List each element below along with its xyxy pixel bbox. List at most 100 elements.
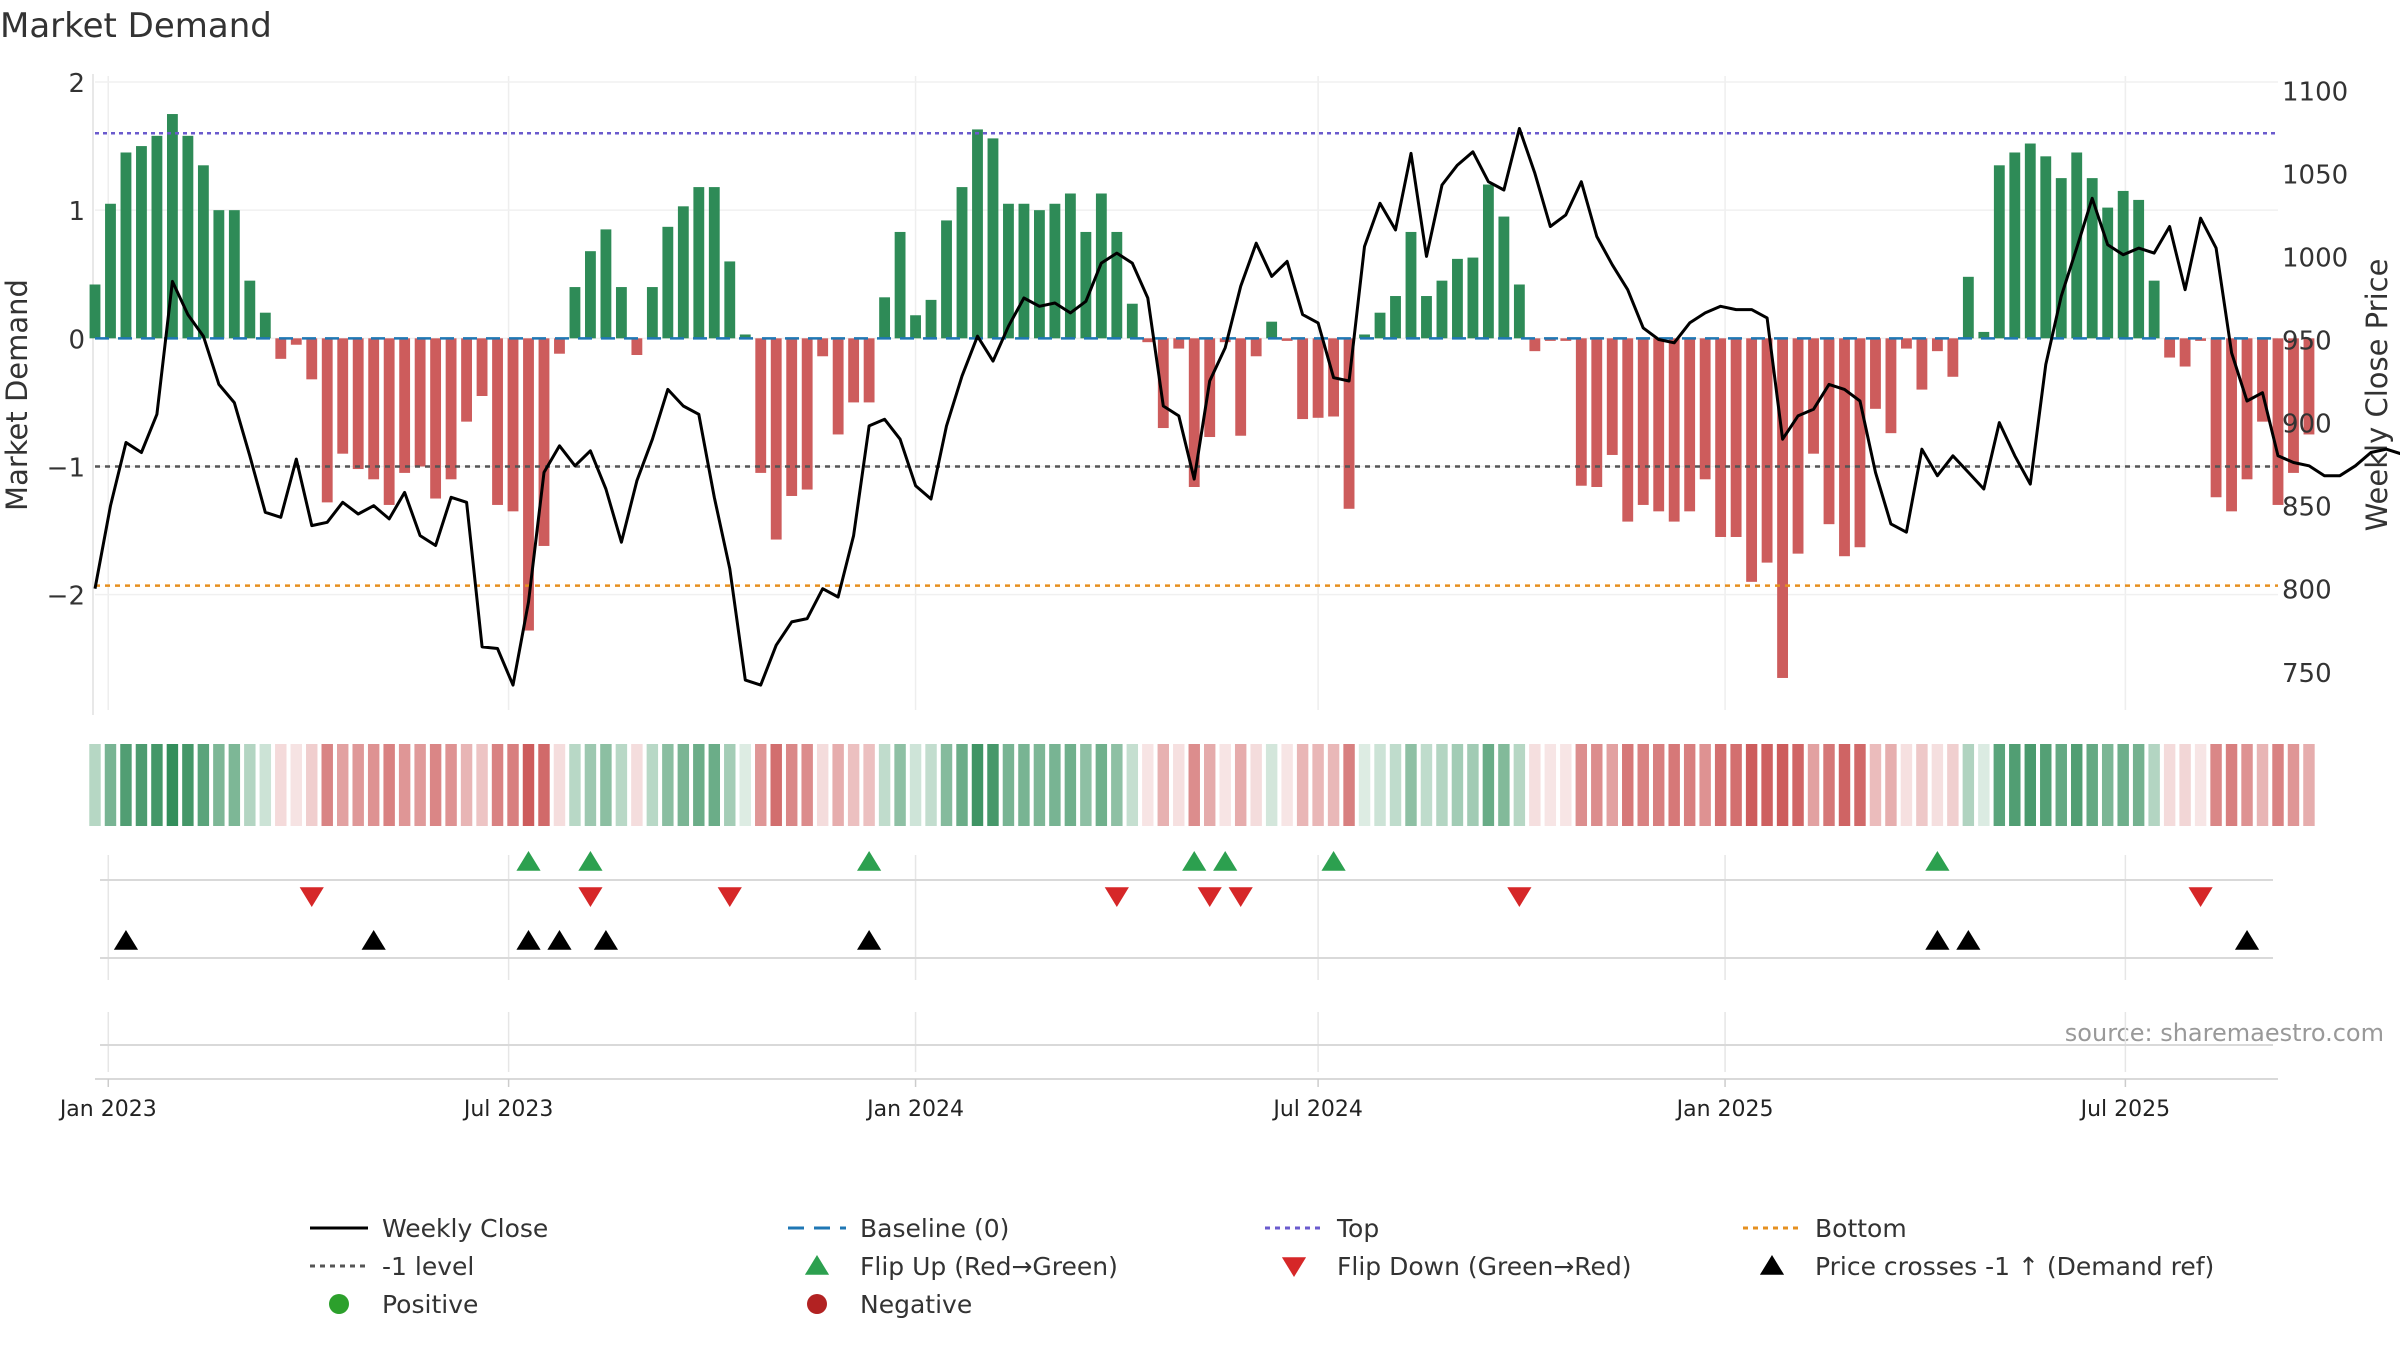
heat-strip-cell bbox=[2117, 744, 2129, 826]
demand-bar bbox=[2009, 152, 2021, 339]
demand-bar bbox=[2117, 190, 2129, 339]
demand-bar bbox=[972, 129, 983, 339]
y-right-tick-label: 1050 bbox=[2282, 160, 2348, 190]
demand-bar bbox=[1359, 334, 1370, 339]
y-right-tick-label: 1100 bbox=[2282, 77, 2348, 107]
heat-strip-cell bbox=[1683, 744, 1696, 826]
heat-strip-cell bbox=[1111, 744, 1123, 826]
demand-bar bbox=[2288, 338, 2299, 473]
y-left-tick-label: 1 bbox=[68, 197, 85, 227]
demand-bar bbox=[1049, 203, 1061, 339]
heat-strip-cell bbox=[1622, 744, 1634, 826]
heat-strip-cell bbox=[1776, 744, 1789, 826]
flip-down-marker bbox=[578, 887, 603, 907]
heat-strip-cell bbox=[1699, 744, 1711, 826]
price-cross-marker bbox=[1925, 930, 1950, 950]
heat-strip-cell bbox=[662, 744, 674, 826]
demand-bar bbox=[120, 152, 132, 339]
demand-bar bbox=[2257, 338, 2268, 422]
demand-bar bbox=[585, 251, 596, 339]
demand-bar bbox=[321, 338, 333, 503]
heat-strip-cell bbox=[491, 744, 504, 826]
heat-strip-cell bbox=[894, 744, 906, 826]
demand-bar bbox=[2164, 338, 2176, 358]
heat-strip-cell bbox=[1838, 744, 1851, 826]
heat-strip-cell bbox=[1931, 744, 1944, 826]
demand-bar bbox=[2086, 178, 2098, 339]
demand-bar bbox=[1266, 321, 1278, 339]
demand-bar bbox=[569, 287, 581, 339]
demand-bar bbox=[1297, 338, 1309, 420]
heat-strip-cell bbox=[1467, 744, 1479, 826]
heat-strip-cell bbox=[1730, 744, 1742, 826]
heat-strip-cell bbox=[1343, 744, 1355, 826]
y-right-tick-label: 850 bbox=[2282, 493, 2332, 523]
price-cross-marker bbox=[516, 930, 541, 950]
heat-strip-cell bbox=[1126, 744, 1139, 826]
demand-bar bbox=[1854, 338, 1866, 548]
y-left-tick-label: 2 bbox=[68, 69, 85, 99]
demand-bar bbox=[1947, 338, 1959, 377]
heat-strip-cell bbox=[135, 744, 148, 826]
heat-strip-cell bbox=[120, 744, 132, 826]
source-note: source: sharemaestro.com bbox=[2065, 1019, 2384, 1047]
demand-bar bbox=[910, 315, 921, 339]
demand-bar bbox=[213, 210, 225, 339]
demand-bar bbox=[1250, 338, 1262, 357]
demand-bar bbox=[1792, 338, 1804, 554]
heat-strip-cell bbox=[1451, 744, 1464, 826]
flip-down-marker bbox=[1197, 887, 1222, 907]
heat-strip-cell bbox=[259, 744, 272, 826]
demand-bar bbox=[1901, 338, 1912, 349]
demand-bar bbox=[1715, 338, 1727, 537]
flip-down-marker bbox=[1104, 887, 1129, 907]
demand-bar bbox=[1560, 338, 1572, 341]
flip-up-marker bbox=[1321, 851, 1346, 871]
heat-strip-cell bbox=[414, 744, 426, 826]
demand-bar bbox=[925, 299, 937, 339]
flip-down-marker bbox=[2188, 887, 2213, 907]
heat-strip-cell bbox=[909, 744, 922, 826]
heat-strip-cell bbox=[522, 744, 535, 826]
y-right-tick-label: 950 bbox=[2282, 327, 2332, 357]
heat-strip-cell bbox=[367, 744, 380, 826]
flip-up-marker bbox=[578, 851, 603, 871]
heat-strip-cell bbox=[1637, 744, 1649, 826]
demand-bar bbox=[1730, 338, 1742, 537]
demand-bar bbox=[430, 338, 442, 499]
heat-strip-cell bbox=[693, 744, 705, 826]
demand-bar bbox=[1219, 338, 1231, 343]
legend-swatch bbox=[807, 1294, 827, 1314]
legend-swatch bbox=[1281, 1257, 1307, 1277]
demand-bar bbox=[1885, 338, 1897, 434]
heat-strip-cell bbox=[2272, 744, 2284, 826]
heat-strip-cell bbox=[2132, 744, 2145, 826]
heat-strip-cell bbox=[1978, 744, 1990, 826]
heat-strip-cell bbox=[460, 744, 473, 826]
demand-bar bbox=[1080, 231, 1092, 339]
heat-strip-cell bbox=[1544, 744, 1557, 826]
heat-strip-cell bbox=[1575, 744, 1588, 826]
demand-bar bbox=[1699, 338, 1711, 480]
demand-bar bbox=[1436, 280, 1448, 339]
demand-bar bbox=[1312, 338, 1324, 418]
demand-bar bbox=[1343, 338, 1355, 509]
heat-strip-cell bbox=[1234, 744, 1247, 826]
demand-bar bbox=[554, 338, 565, 354]
demand-bar bbox=[739, 334, 751, 339]
flip-up-marker bbox=[516, 851, 541, 871]
demand-bar bbox=[2040, 156, 2052, 339]
flip-down-marker bbox=[1507, 887, 1532, 907]
demand-bar bbox=[693, 187, 705, 339]
demand-bar bbox=[352, 338, 364, 470]
heat-strip-cell bbox=[631, 744, 643, 826]
demand-bar bbox=[2210, 338, 2222, 498]
demand-bar bbox=[1653, 338, 1665, 512]
demand-bar bbox=[1018, 203, 1030, 339]
heat-strip-cell bbox=[1095, 744, 1108, 826]
heat-strip-cell bbox=[646, 744, 659, 826]
heat-strip-cell bbox=[1854, 744, 1866, 826]
heat-strip-cell bbox=[1281, 744, 1293, 826]
heat-strip-cell bbox=[2086, 744, 2098, 826]
heat-strip-cell bbox=[2303, 744, 2315, 826]
